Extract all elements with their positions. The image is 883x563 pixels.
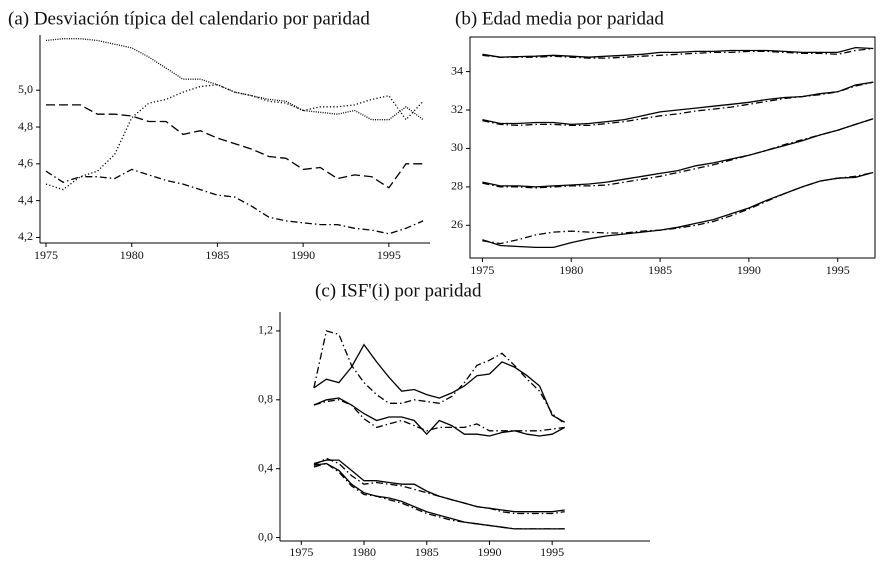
x-tick-label: 1995	[377, 248, 401, 262]
x-tick-label: 1980	[120, 248, 144, 262]
series-line	[482, 81, 874, 126]
y-tick-label: 4,8	[18, 119, 33, 133]
x-tick-label: 1975	[34, 248, 58, 262]
y-tick-label: 34	[451, 63, 463, 77]
x-tick-label: 1980	[352, 545, 376, 559]
y-tick-label: 1,2	[258, 323, 273, 337]
y-tick-label: 28	[451, 179, 463, 193]
chart-title: (a) Desviación típica del calendario por…	[8, 8, 370, 29]
series-line	[313, 330, 566, 425]
y-tick-label: 4,2	[18, 229, 33, 243]
x-tick-label: 1985	[205, 248, 229, 262]
series-line	[46, 104, 424, 189]
y-tick-label: 0,4	[258, 460, 273, 474]
series-line	[313, 397, 566, 437]
series-line	[482, 118, 874, 189]
y-tick-label: 0,0	[258, 529, 273, 543]
series-line	[482, 118, 874, 188]
series-line	[313, 399, 565, 432]
series-line	[313, 462, 565, 530]
series-line	[482, 171, 874, 249]
y-tick-label: 5,0	[18, 82, 33, 96]
series-line	[45, 38, 424, 121]
series-line	[313, 457, 565, 515]
x-tick-label: 1990	[477, 545, 501, 559]
y-tick-label: 4,4	[18, 192, 33, 206]
x-tick-label: 1990	[737, 263, 761, 277]
chart-title: (c) ISF'(i) por paridad	[315, 280, 482, 301]
y-tick-label: 0,8	[258, 392, 273, 406]
chart-title: (b) Edad media por paridad	[455, 8, 664, 29]
x-tick-label: 1995	[540, 545, 564, 559]
y-tick-label: 26	[451, 217, 463, 231]
x-tick-label: 1975	[470, 263, 494, 277]
x-tick-label: 1985	[648, 263, 672, 277]
y-tick-label: 4,6	[18, 156, 33, 170]
series-line	[313, 462, 565, 530]
series-line	[482, 81, 874, 127]
x-tick-label: 1995	[826, 263, 850, 277]
series-line	[482, 47, 874, 59]
x-tick-label: 1980	[559, 263, 583, 277]
x-tick-label: 1990	[291, 248, 315, 262]
series-line	[313, 343, 566, 423]
x-tick-label: 1985	[415, 545, 439, 559]
plot-frame	[469, 36, 876, 259]
x-tick-label: 1975	[289, 545, 313, 559]
series-line	[45, 84, 424, 191]
y-tick-label: 30	[451, 140, 463, 154]
y-tick-label: 32	[451, 102, 463, 116]
series-line	[482, 46, 874, 58]
series-line	[45, 168, 424, 235]
series-line	[482, 171, 874, 245]
